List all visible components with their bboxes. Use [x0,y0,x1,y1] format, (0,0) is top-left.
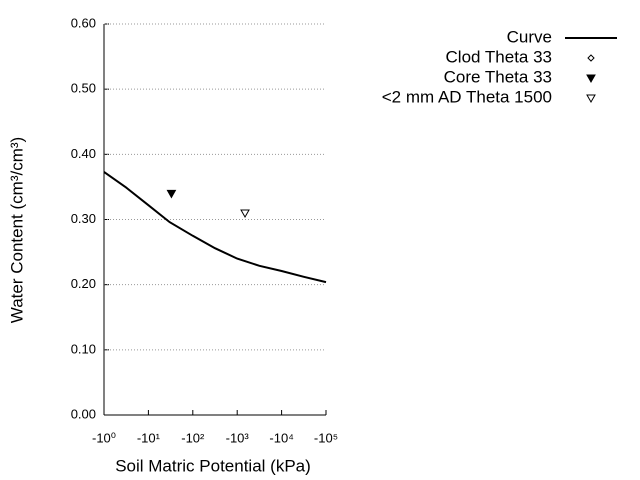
legend-label: <2 mm AD Theta 1500 [382,87,552,106]
y-tick-label: 0.00 [71,406,96,421]
x-tick-label: -10³ [226,430,250,445]
y-tick-label: 0.50 [71,81,96,96]
legend-marker [586,74,596,84]
legend-label: Core Theta 33 [444,67,552,86]
curve [103,171,327,284]
legend-label: Curve [507,27,552,46]
data-point [240,209,250,218]
y-tick-label: 0.60 [71,15,96,30]
x-tick-label: -10⁴ [269,430,293,445]
x-tick-label: -10⁵ [314,430,338,445]
y-tick-label: 0.10 [71,341,96,356]
x-axis-label: Soil Matric Potential (kPa) [115,456,311,475]
legend-marker [587,54,595,62]
x-tick-label: -10⁰ [92,430,116,445]
data-point [166,189,177,199]
legend-marker [586,94,596,104]
y-tick-label: 0.40 [71,146,96,161]
x-tick-label: -10¹ [137,430,161,445]
y-tick-label: 0.20 [71,276,96,291]
x-tick-label: -10² [181,430,205,445]
y-axis-label: Water Content (cm³/cm³) [7,137,26,323]
legend-label: Clod Theta 33 [446,47,552,66]
y-tick-label: 0.30 [71,211,96,226]
